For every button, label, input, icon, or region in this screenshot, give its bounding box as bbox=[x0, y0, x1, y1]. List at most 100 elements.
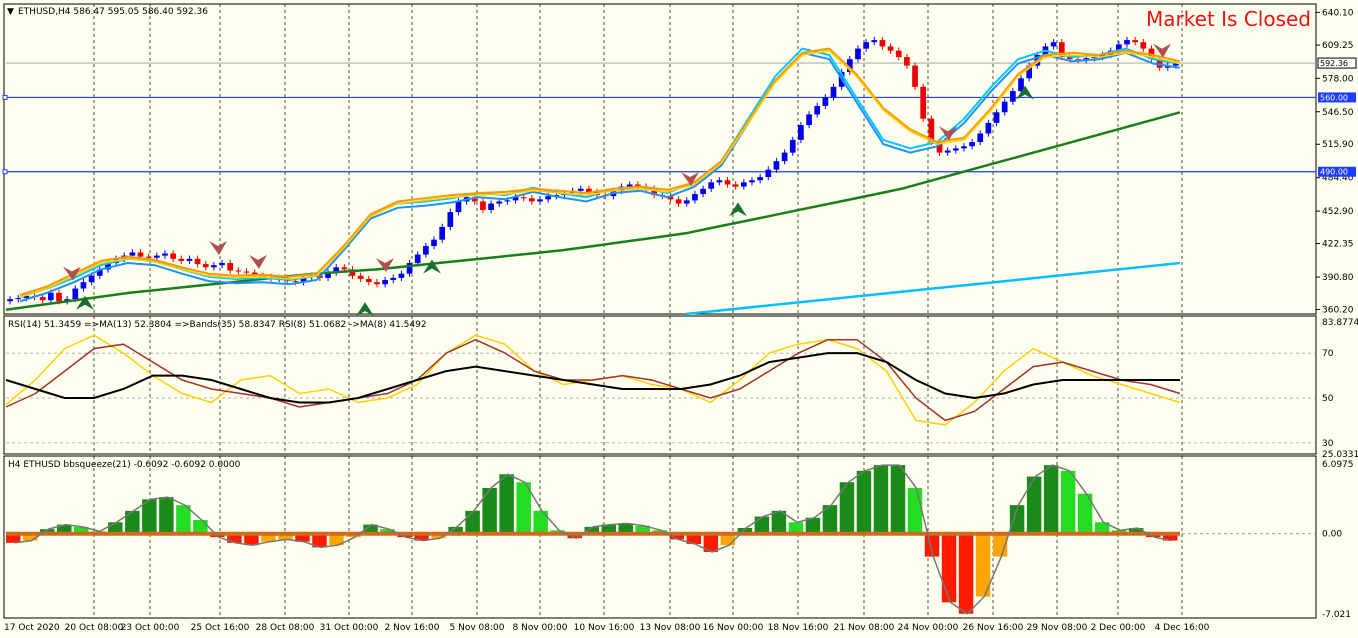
x-tick-label: 21 Nov 08:00 bbox=[834, 623, 895, 633]
candle-body bbox=[333, 267, 340, 273]
candle-body bbox=[47, 292, 54, 301]
level-price-tag bbox=[1318, 92, 1356, 103]
candle-body bbox=[72, 288, 79, 300]
y-tick-label: 578.00 bbox=[1322, 74, 1354, 84]
candle-body bbox=[292, 281, 299, 283]
candle-body bbox=[194, 258, 201, 265]
squeeze-histogram-bar bbox=[465, 510, 480, 534]
squeeze-dot bbox=[958, 531, 976, 536]
candle-body bbox=[895, 50, 902, 58]
squeeze-dot bbox=[499, 531, 517, 536]
candle-body bbox=[952, 148, 959, 151]
squeeze-histogram-bar bbox=[822, 505, 838, 534]
squeeze-dot bbox=[567, 531, 585, 536]
squeeze-dot bbox=[703, 531, 721, 536]
x-tick-label: 20 Oct 08:00 bbox=[65, 623, 124, 633]
x-tick-label: 17 Oct 2020 bbox=[4, 623, 60, 633]
candle-body bbox=[211, 265, 217, 268]
candle-body bbox=[178, 258, 185, 261]
rsi-layer bbox=[5, 334, 1316, 444]
candle-body bbox=[993, 112, 1000, 123]
candle-body bbox=[904, 57, 910, 66]
x-tick-label: 4 Dec 16:00 bbox=[1155, 623, 1210, 633]
candle-body bbox=[1091, 57, 1098, 59]
squeeze-dot bbox=[601, 531, 619, 536]
squeeze-dot bbox=[1009, 531, 1027, 536]
squeeze-dot bbox=[295, 531, 313, 536]
candle-body bbox=[789, 139, 796, 153]
candle-body bbox=[846, 59, 853, 72]
squeeze-histogram-bar bbox=[890, 465, 906, 534]
ema-long-line bbox=[5, 111, 1181, 312]
x-tick-label: 23 Oct 00:00 bbox=[121, 623, 180, 633]
candle-body bbox=[675, 199, 682, 204]
squeeze-header: H4 ETHUSD bbsqueeze(21) -0.6092 -0.6092 … bbox=[8, 460, 241, 470]
x-tick-label: 5 Nov 08:00 bbox=[450, 623, 505, 633]
level-price-label: 560.00 bbox=[1320, 93, 1348, 102]
squeeze-dot bbox=[1060, 531, 1078, 536]
ma-yellow-line bbox=[19, 49, 1181, 298]
squeeze-histogram-bar bbox=[6, 533, 21, 543]
buy-arrow-icon bbox=[76, 295, 94, 310]
y-tick-label: 390.80 bbox=[1322, 273, 1354, 283]
squeeze-dot bbox=[890, 531, 908, 536]
candle-body bbox=[863, 42, 869, 49]
candle-body bbox=[56, 292, 62, 302]
candle-body bbox=[145, 256, 152, 258]
candle-body bbox=[7, 299, 13, 302]
squeeze-histogram-bar bbox=[975, 533, 991, 597]
collapse-arrow-icon[interactable]: ▼ bbox=[7, 7, 14, 17]
squeeze-histogram-bar bbox=[788, 522, 804, 534]
squeeze-dot bbox=[176, 531, 194, 536]
squeeze-histogram-bar bbox=[448, 526, 463, 534]
squeeze-layer bbox=[6, 464, 1316, 615]
level-price-label: 490.00 bbox=[1320, 168, 1348, 177]
sell-arrow-icon bbox=[63, 266, 81, 281]
squeeze-dot bbox=[1128, 531, 1146, 536]
squeeze-histogram-bar bbox=[108, 522, 123, 534]
squeeze-dot bbox=[125, 531, 143, 536]
y-tick-label: 546.50 bbox=[1322, 108, 1354, 118]
squeeze-histogram-bar bbox=[193, 519, 208, 534]
candle-body bbox=[512, 197, 519, 201]
squeeze-dot bbox=[465, 531, 483, 536]
candle-body bbox=[129, 252, 136, 256]
candle-body bbox=[887, 46, 894, 51]
sell-arrow-icon bbox=[209, 241, 227, 256]
candle-body bbox=[626, 184, 633, 187]
squeeze-dot bbox=[329, 531, 347, 536]
candle-body bbox=[414, 254, 421, 264]
x-tick-label: 10 Nov 16:00 bbox=[574, 623, 635, 633]
candle-body bbox=[1001, 101, 1008, 113]
y-tick-label: 452.90 bbox=[1322, 207, 1354, 217]
squeeze-dot bbox=[193, 531, 211, 536]
squeeze-outline bbox=[14, 464, 1172, 615]
squeeze-histogram-bar bbox=[839, 482, 855, 534]
x-tick-label: 13 Nov 08:00 bbox=[640, 623, 701, 633]
candle-body bbox=[153, 255, 160, 258]
squeeze-histogram-bar bbox=[380, 529, 395, 534]
squeeze-y-tick-label: 6.0975 bbox=[1322, 460, 1354, 470]
sell-arrow-icon bbox=[249, 254, 267, 269]
squeeze-histogram-bar bbox=[261, 533, 276, 542]
squeeze-dot bbox=[550, 531, 568, 536]
level-handle bbox=[2, 94, 8, 100]
squeeze-dot bbox=[516, 531, 534, 536]
squeeze-dot bbox=[227, 531, 245, 536]
rsi-y-tick-label: 30 bbox=[1322, 439, 1334, 449]
squeeze-histogram-bar bbox=[74, 526, 89, 534]
candle-body bbox=[879, 40, 886, 47]
ma-orange-line bbox=[19, 47, 1181, 296]
candle-body bbox=[683, 200, 690, 204]
candle-body bbox=[936, 142, 943, 153]
ma-fast-line-2 bbox=[19, 47, 1181, 298]
squeeze-dot bbox=[737, 531, 755, 536]
squeeze-histogram-bar bbox=[635, 525, 650, 534]
buy-arrow-icon bbox=[1016, 85, 1034, 100]
candle-body bbox=[961, 146, 967, 149]
candle-body bbox=[365, 278, 372, 283]
squeeze-histogram-bar bbox=[295, 533, 310, 542]
candle-body bbox=[806, 114, 812, 126]
squeeze-histogram-bar bbox=[958, 533, 974, 614]
